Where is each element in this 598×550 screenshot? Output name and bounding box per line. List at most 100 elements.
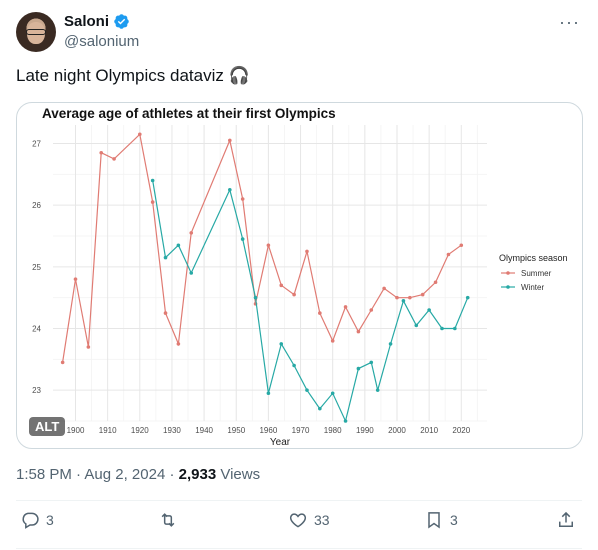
y-tick-label: 27	[32, 140, 41, 149]
more-options-icon[interactable]: ···	[559, 12, 580, 32]
data-point-winter	[427, 308, 431, 312]
legend-key-point	[506, 285, 510, 289]
bookmark-icon	[428, 512, 440, 529]
data-point-summer	[292, 292, 296, 297]
x-tick-label: 1950	[227, 426, 245, 435]
like-count: 33	[314, 512, 330, 528]
data-point-winter	[150, 178, 155, 183]
legend-key-point	[506, 271, 510, 275]
data-point-summer	[305, 249, 309, 254]
data-point-summer	[112, 157, 116, 161]
data-point-winter	[266, 391, 271, 396]
data-point-summer	[433, 280, 438, 285]
data-point-summer	[395, 295, 399, 300]
data-point-summer	[99, 150, 104, 155]
data-point-winter	[401, 298, 406, 303]
data-point-summer	[318, 311, 322, 315]
x-tick-label: 1910	[99, 426, 117, 435]
data-point-summer	[279, 283, 284, 288]
data-point-winter	[305, 388, 309, 392]
data-point-summer	[86, 345, 91, 349]
alt-badge[interactable]: ALT	[29, 417, 66, 436]
data-point-winter	[414, 323, 419, 328]
data-point-summer	[60, 360, 65, 365]
data-point-summer	[459, 243, 464, 248]
data-point-summer	[343, 305, 348, 309]
data-point-winter	[343, 419, 348, 423]
share-icon	[559, 511, 573, 527]
data-point-summer	[382, 286, 386, 291]
repost-button[interactable]	[158, 510, 184, 530]
tweet-meta: 1:58 PM · Aug 2, 2024 · 2,933 Views	[16, 466, 260, 483]
avatar[interactable]	[16, 12, 56, 52]
legend-label-winter: Winter	[521, 283, 544, 292]
y-tick-label: 25	[32, 263, 41, 272]
bookmark-count: 3	[450, 512, 458, 528]
data-point-winter	[240, 237, 245, 241]
meta-separator: ·	[76, 466, 82, 483]
data-point-summer	[228, 138, 232, 143]
verified-badge-icon	[114, 14, 129, 29]
views-label: Views	[220, 466, 261, 483]
y-tick-label: 26	[32, 201, 41, 210]
data-point-winter	[453, 326, 457, 331]
data-point-winter	[176, 243, 181, 248]
data-point-summer	[408, 295, 412, 300]
tweet-time[interactable]: 1:58 PM	[16, 466, 72, 483]
heart-icon	[289, 513, 307, 528]
data-point-summer	[138, 132, 142, 137]
data-point-summer	[420, 292, 425, 297]
data-point-winter	[369, 360, 374, 365]
views-count: 2,933	[178, 466, 217, 483]
plot-panel	[53, 125, 487, 421]
data-point-summer	[356, 329, 361, 334]
reply-button[interactable]: 3	[20, 510, 54, 530]
legend-title: Olympics season	[499, 253, 568, 263]
bookmark-button[interactable]: 3	[424, 510, 458, 530]
share-button[interactable]	[556, 510, 576, 530]
tweet-text: Late night Olympics dataviz 🎧	[16, 66, 250, 85]
data-point-winter	[388, 342, 393, 346]
data-point-winter	[330, 391, 335, 396]
data-point-summer	[163, 311, 168, 315]
author-name[interactable]: Saloni	[64, 13, 110, 30]
data-point-winter	[375, 388, 380, 392]
x-tick-label: 1990	[356, 426, 374, 435]
data-point-winter	[279, 342, 284, 346]
x-tick-label: 1980	[324, 426, 342, 435]
data-point-winter	[253, 295, 258, 300]
tweet-header: Saloni @salonium ···	[16, 10, 582, 54]
meta-separator-2: ·	[169, 466, 175, 483]
x-tick-label: 1920	[131, 426, 149, 435]
data-point-winter	[465, 295, 470, 300]
data-point-winter	[189, 271, 194, 275]
tweet-image[interactable]: 1900 1910 1920 1930 1940 1950 1960 1970 1980 1990…	[16, 102, 583, 449]
data-point-summer	[266, 243, 271, 248]
x-tick-label: 1940	[195, 426, 213, 435]
x-tick-label: 2010	[420, 426, 438, 435]
data-point-winter	[440, 326, 444, 331]
data-point-summer	[150, 200, 155, 204]
data-point-winter	[228, 187, 232, 192]
data-point-summer	[73, 277, 78, 281]
x-tick-label: 1970	[292, 426, 310, 435]
data-point-winter	[356, 366, 361, 371]
series-line-winter	[152, 180, 469, 423]
like-button[interactable]: 33	[288, 510, 330, 530]
reply-icon	[22, 512, 39, 529]
divider	[16, 548, 582, 549]
action-bar: 3 33 3	[16, 510, 582, 542]
tweet-date[interactable]: Aug 2, 2024	[84, 466, 166, 483]
chart-title: Average age of athletes at their first O…	[42, 106, 336, 121]
author-handle[interactable]: @salonium	[64, 33, 140, 50]
data-point-summer	[446, 252, 451, 257]
data-point-winter	[318, 406, 322, 411]
data-point-summer	[240, 197, 245, 201]
data-point-winter	[163, 255, 168, 260]
legend-label-summer: Summer	[521, 269, 552, 278]
data-point-winter	[292, 363, 296, 368]
author-name-row[interactable]: Saloni	[64, 13, 130, 30]
y-tick-label: 23	[32, 386, 41, 395]
y-tick-label: 24	[32, 325, 41, 334]
data-point-summer	[176, 342, 181, 346]
